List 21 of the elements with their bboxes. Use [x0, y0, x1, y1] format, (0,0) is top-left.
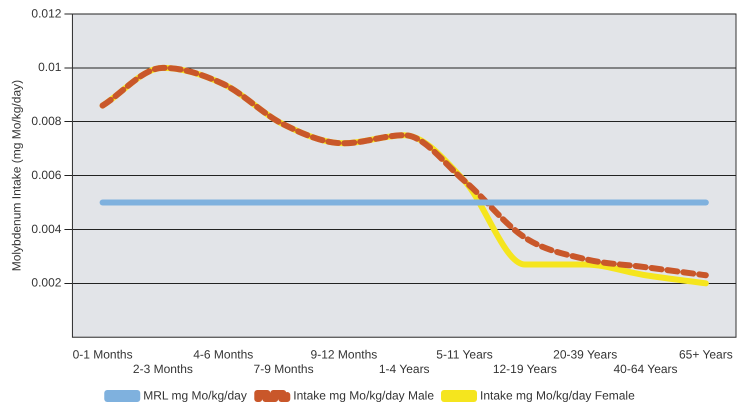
x-tick-label: 2-3 Months [132, 362, 193, 376]
x-tick-label: 5-11 Years [436, 348, 493, 362]
y-tick-label: 0.012 [31, 6, 62, 20]
x-tick-label: 12-19 Years [492, 362, 557, 376]
x-tick-label: 65+ Years [678, 348, 733, 362]
y-tick-label: 0.002 [31, 276, 62, 290]
legend-label: Intake mg Mo/kg/day Male [293, 388, 434, 402]
x-tick-label: 1-4 Years [378, 362, 430, 376]
legend-label: MRL mg Mo/kg/day [143, 388, 247, 402]
x-tick-label: 4-6 Months [193, 348, 254, 362]
y-tick-label: 0.006 [31, 168, 62, 182]
x-tick-label: 40-64 Years [613, 362, 678, 376]
x-tick-label: 9-12 Months [310, 348, 378, 362]
x-tick-label: 20-39 Years [553, 348, 618, 362]
y-tick-label: 0.008 [31, 114, 62, 128]
legend-label: Intake mg Mo/kg/day Female [480, 388, 636, 402]
x-tick-label: 0-1 Months [72, 348, 133, 362]
x-tick-label: 7-9 Months [254, 362, 314, 376]
y-tick-label: 0.01 [38, 60, 62, 74]
y-tick-label: 0.004 [31, 222, 62, 236]
y-axis-title: Molybdenum Intake (mg Mo/kg/day) [10, 80, 24, 272]
